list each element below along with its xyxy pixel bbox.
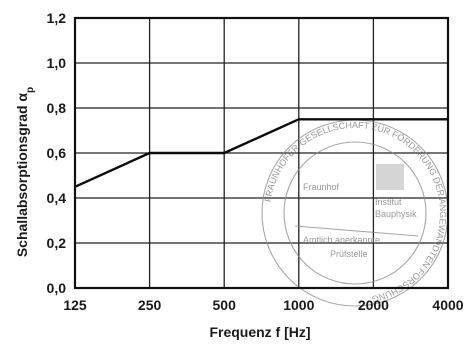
chart-frame-layer: [73, 16, 450, 290]
plot-frame: [73, 16, 450, 290]
y-tick-label: 0,0: [47, 280, 67, 296]
y-tick-label: 0,2: [47, 235, 67, 251]
x-tick-labels: 125 250 500 1000 2000 4000: [63, 297, 463, 313]
y-axis-label: Schallabsorptionsgrad αp: [14, 87, 36, 257]
y-tick-label: 0,6: [47, 145, 67, 161]
y-tick-label: 1,0: [47, 55, 67, 71]
x-tick-label: 2000: [358, 297, 389, 313]
y-tick-label: 0,8: [47, 100, 67, 116]
x-tick-label: 4000: [432, 297, 463, 313]
x-tick-label: 125: [63, 297, 87, 313]
x-tick-label: 250: [138, 297, 162, 313]
x-tick-label: 500: [213, 297, 237, 313]
certification-stamp: FRAUNHOFER-GESELLSCHAFT ZUR FÖRDERUNG DE…: [261, 119, 449, 307]
stamp-line-2: Institut: [375, 197, 402, 207]
stamp-line-5: Prüfstelle: [330, 249, 368, 259]
stamp-line-1: Fraunhof: [303, 182, 340, 192]
x-axis-label: Frequenz f [Hz]: [209, 324, 310, 340]
stamp-line-4: Amtlich anerkannte: [303, 235, 380, 245]
stamp-line-3: Bauphysik: [375, 209, 417, 219]
x-tick-label: 1000: [283, 297, 314, 313]
y-tick-label: 1,2: [47, 10, 67, 26]
y-tick-label: 0,4: [47, 190, 67, 206]
stamp-ring-text: FRAUNHOFER-GESELLSCHAFT ZUR FÖRDERUNG DE…: [263, 120, 448, 304]
stamp-inner-ring: [283, 141, 427, 285]
y-tick-labels: 0,0 0,2 0,4 0,6 0,8 1,0 1,2: [47, 10, 67, 296]
stamp-emblem: [376, 164, 404, 190]
stamp-divider: [294, 225, 419, 237]
series-line-0: [74, 118, 448, 188]
